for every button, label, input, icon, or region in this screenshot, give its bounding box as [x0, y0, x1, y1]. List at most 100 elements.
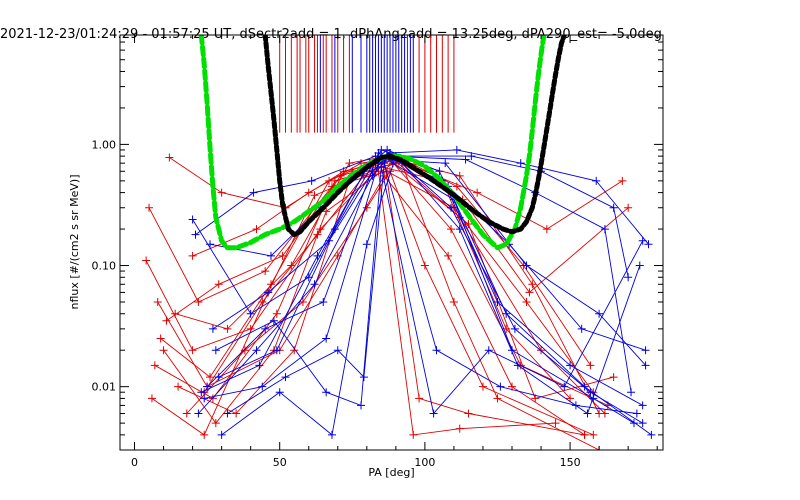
series-point [310, 191, 319, 200]
series-point [281, 373, 290, 382]
series-point [516, 159, 525, 168]
series-line-0 [148, 170, 594, 393]
series-point [150, 361, 159, 370]
series-point [165, 153, 174, 162]
axis-layer: 0 50 100 150 0.01 0.10 1.00 [92, 34, 663, 469]
series-point [627, 388, 636, 397]
series-point [592, 176, 601, 185]
series-point [542, 225, 551, 234]
series-point [577, 324, 586, 333]
series-point [188, 215, 197, 224]
series-point [368, 167, 377, 176]
series-point [327, 430, 336, 439]
series-point [307, 176, 316, 185]
series-point [252, 225, 261, 234]
series-point [537, 346, 546, 355]
series-line-6 [177, 162, 600, 450]
x-tick-label: 100 [414, 456, 435, 469]
series-point [632, 409, 641, 418]
series-point [197, 388, 206, 397]
series-point [624, 273, 633, 282]
series-point [618, 176, 627, 185]
series-line-8 [154, 161, 629, 399]
series-point [583, 409, 592, 418]
series-point [278, 251, 287, 260]
series-point [200, 430, 209, 439]
series-point [513, 361, 522, 370]
series-point [208, 394, 217, 403]
series-point [272, 346, 281, 355]
series-point [269, 316, 278, 325]
series-point [638, 401, 647, 410]
series-point [310, 280, 319, 289]
series-point [162, 316, 171, 325]
series-point [571, 401, 580, 410]
series-point [357, 401, 366, 410]
series-point [191, 230, 200, 239]
series-point [464, 409, 473, 418]
series-point [322, 207, 331, 216]
series-point [325, 176, 334, 185]
series-point [447, 203, 456, 212]
series-point [629, 419, 638, 428]
series-point [429, 409, 438, 418]
series-point [261, 267, 270, 276]
series-point [313, 230, 322, 239]
series-point [467, 152, 476, 161]
data-layer [142, 35, 656, 450]
series-point [409, 430, 418, 439]
series-point [252, 346, 261, 355]
series-point [560, 382, 569, 391]
black-model-curve [262, 35, 567, 238]
series-point [211, 346, 220, 355]
series-point [641, 346, 650, 355]
series-line-7 [186, 170, 594, 436]
series-point [249, 188, 258, 197]
series-line-4 [169, 157, 623, 230]
series-point [362, 240, 371, 249]
series-point [473, 188, 482, 197]
series-point [444, 251, 453, 260]
series-point [174, 382, 183, 391]
series-point [232, 409, 241, 418]
series-point [333, 346, 342, 355]
series-point [609, 373, 618, 382]
series-point [182, 409, 191, 418]
series-point [223, 409, 232, 418]
series-point [208, 324, 217, 333]
y-axis-title: nflux [#/(cm2 s sr MeV)] [68, 175, 81, 310]
series-point [145, 203, 154, 212]
series-point [194, 297, 203, 306]
series-point [322, 334, 331, 343]
series-point [313, 251, 322, 260]
series-point [484, 346, 493, 355]
series-point [624, 203, 633, 212]
series-point [502, 309, 511, 318]
series-point [493, 297, 502, 306]
series-point [188, 346, 197, 355]
model-curve-layer [198, 35, 567, 251]
series-point [266, 280, 275, 289]
series-point [638, 419, 647, 428]
series-point [206, 240, 215, 249]
series-point [153, 297, 162, 306]
series-point [330, 225, 339, 234]
series-point [508, 346, 517, 355]
series-point [647, 430, 656, 439]
series-point [441, 159, 450, 168]
series-point [580, 382, 589, 391]
series-point [142, 256, 151, 265]
x-tick-label: 50 [273, 456, 287, 469]
series-point [200, 394, 209, 403]
series-point [217, 188, 226, 197]
series-point [447, 225, 456, 234]
series-point [449, 297, 458, 306]
series-point [211, 419, 220, 428]
series-point [147, 394, 156, 403]
series-point [217, 430, 226, 439]
series-point [272, 309, 281, 318]
series-point [464, 220, 473, 229]
series-point [322, 388, 331, 397]
series-point [156, 334, 165, 343]
series-point [287, 261, 296, 270]
